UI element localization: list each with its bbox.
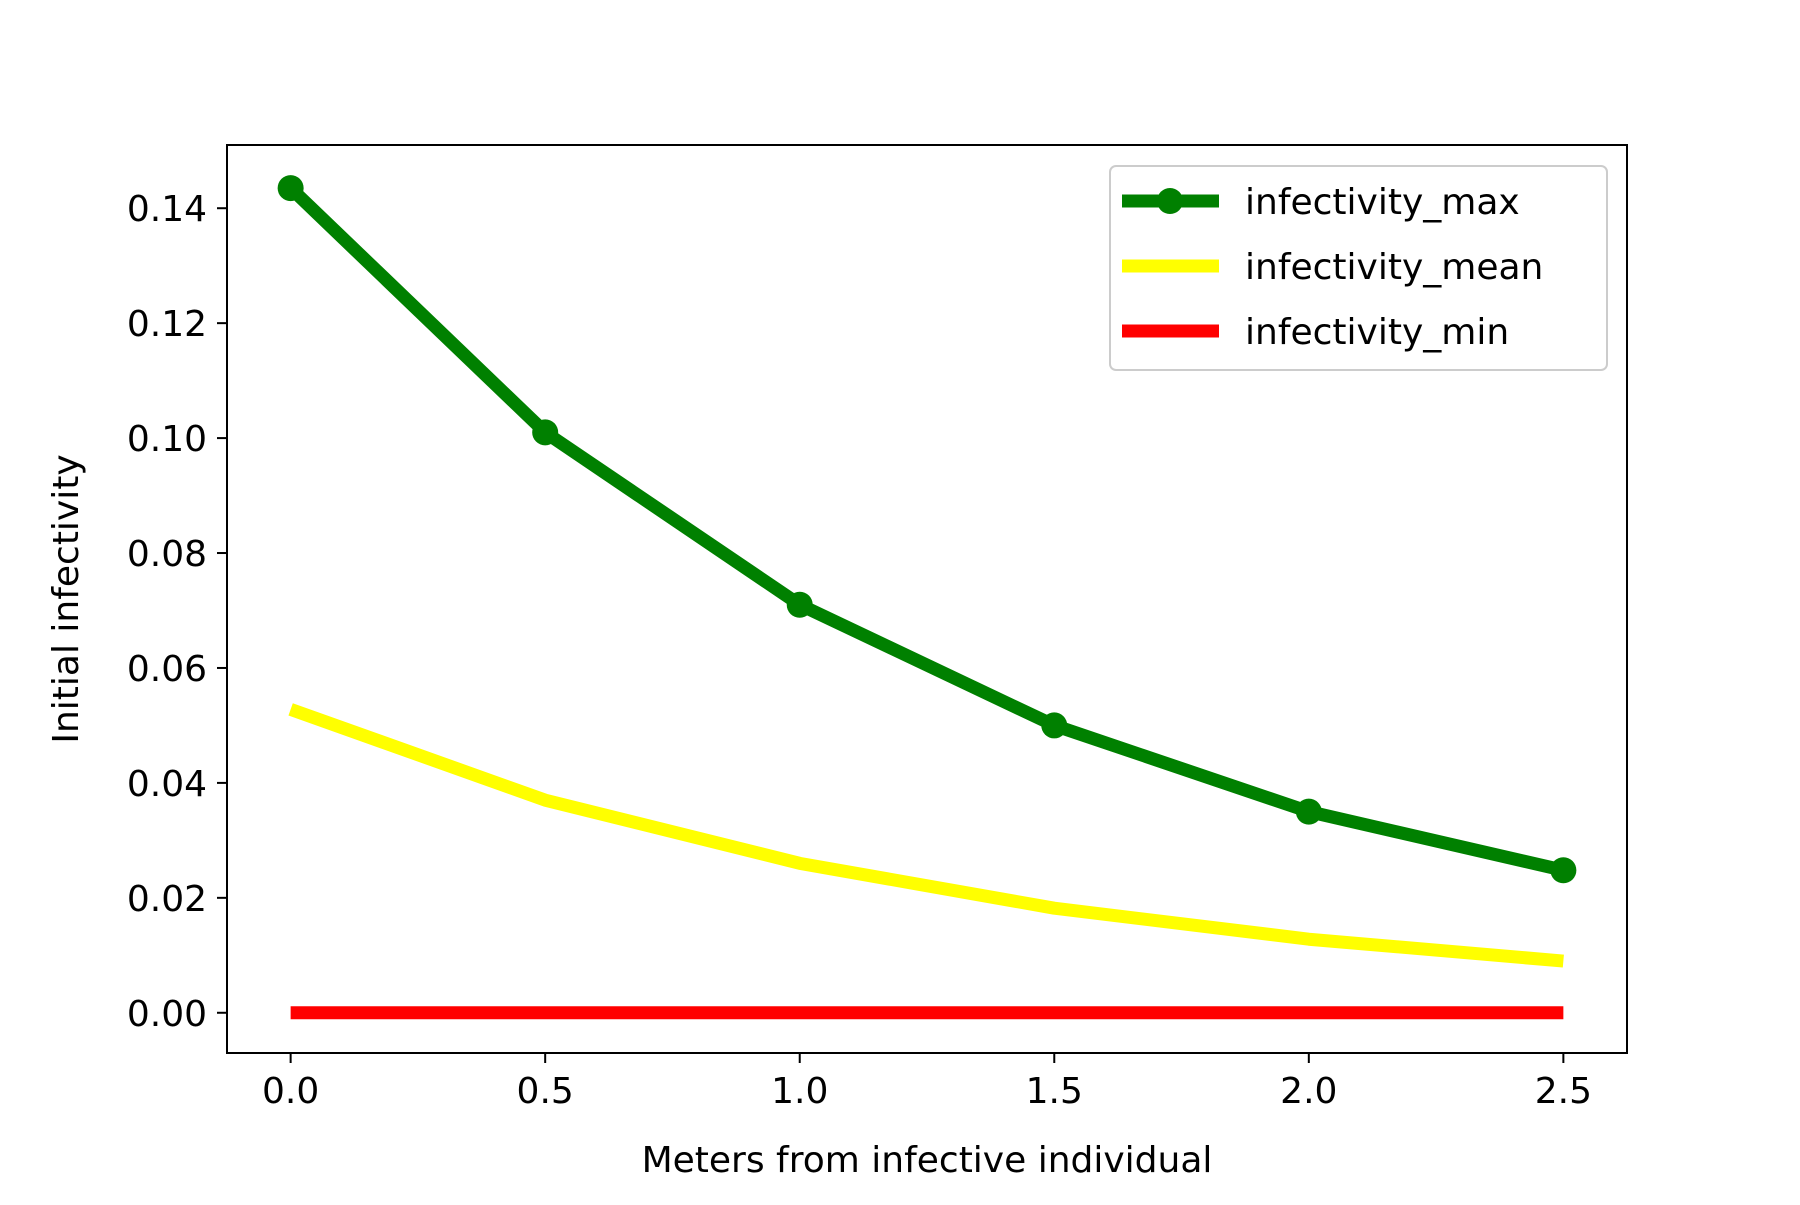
y-tick-label: 0.14 (127, 189, 207, 230)
series-line-infectivity_mean (288, 703, 1564, 968)
data-point-infectivity_max (1041, 712, 1068, 739)
y-tick-label: 0.12 (127, 304, 207, 345)
plot-frame (226, 144, 1628, 1054)
y-tick-label: 0.02 (127, 879, 207, 920)
x-tick-label: 0.0 (262, 1071, 319, 1112)
legend: infectivity_max infectivity_mean infectivi… (1109, 165, 1608, 371)
x-tick-label: 1.0 (771, 1071, 828, 1112)
legend-label: infectivity_mean (1245, 247, 1543, 288)
legend-label: infectivity_min (1245, 312, 1509, 353)
y-tick-label: 0.08 (127, 534, 207, 575)
series-layer (277, 175, 1577, 1020)
x-tick-label: 1.5 (1026, 1071, 1083, 1112)
ticks-layer: 0.0 0.5 1.0 1.5 2.0 2.5 0.00 0.02 0.04 0.06 0.08 0.… (127, 189, 1592, 1112)
y-tick-label: 0.04 (127, 764, 207, 805)
y-tick-label: 0.10 (127, 419, 207, 460)
data-point-infectivity_max (532, 419, 559, 446)
y-tick-label: 0.06 (127, 649, 207, 690)
x-tick-label: 0.5 (517, 1071, 574, 1112)
series-line-infectivity_max (286, 183, 1565, 877)
data-point-infectivity_max (277, 175, 304, 202)
legend-label: infectivity_max (1245, 182, 1520, 223)
data-point-infectivity_max (1550, 857, 1577, 884)
data-point-infectivity_max (786, 591, 813, 618)
x-tick-label: 2.5 (1535, 1071, 1592, 1112)
legend-marker-infectivity_max (1157, 188, 1183, 214)
y-axis-label: Initial infectivity (46, 454, 87, 743)
y-tick-label: 0.00 (127, 994, 207, 1035)
legend-box (1109, 165, 1608, 371)
x-axis-label: Meters from infective individual (642, 1140, 1213, 1181)
x-tick-label: 2.0 (1280, 1071, 1337, 1112)
data-point-infectivity_max (1295, 798, 1322, 825)
